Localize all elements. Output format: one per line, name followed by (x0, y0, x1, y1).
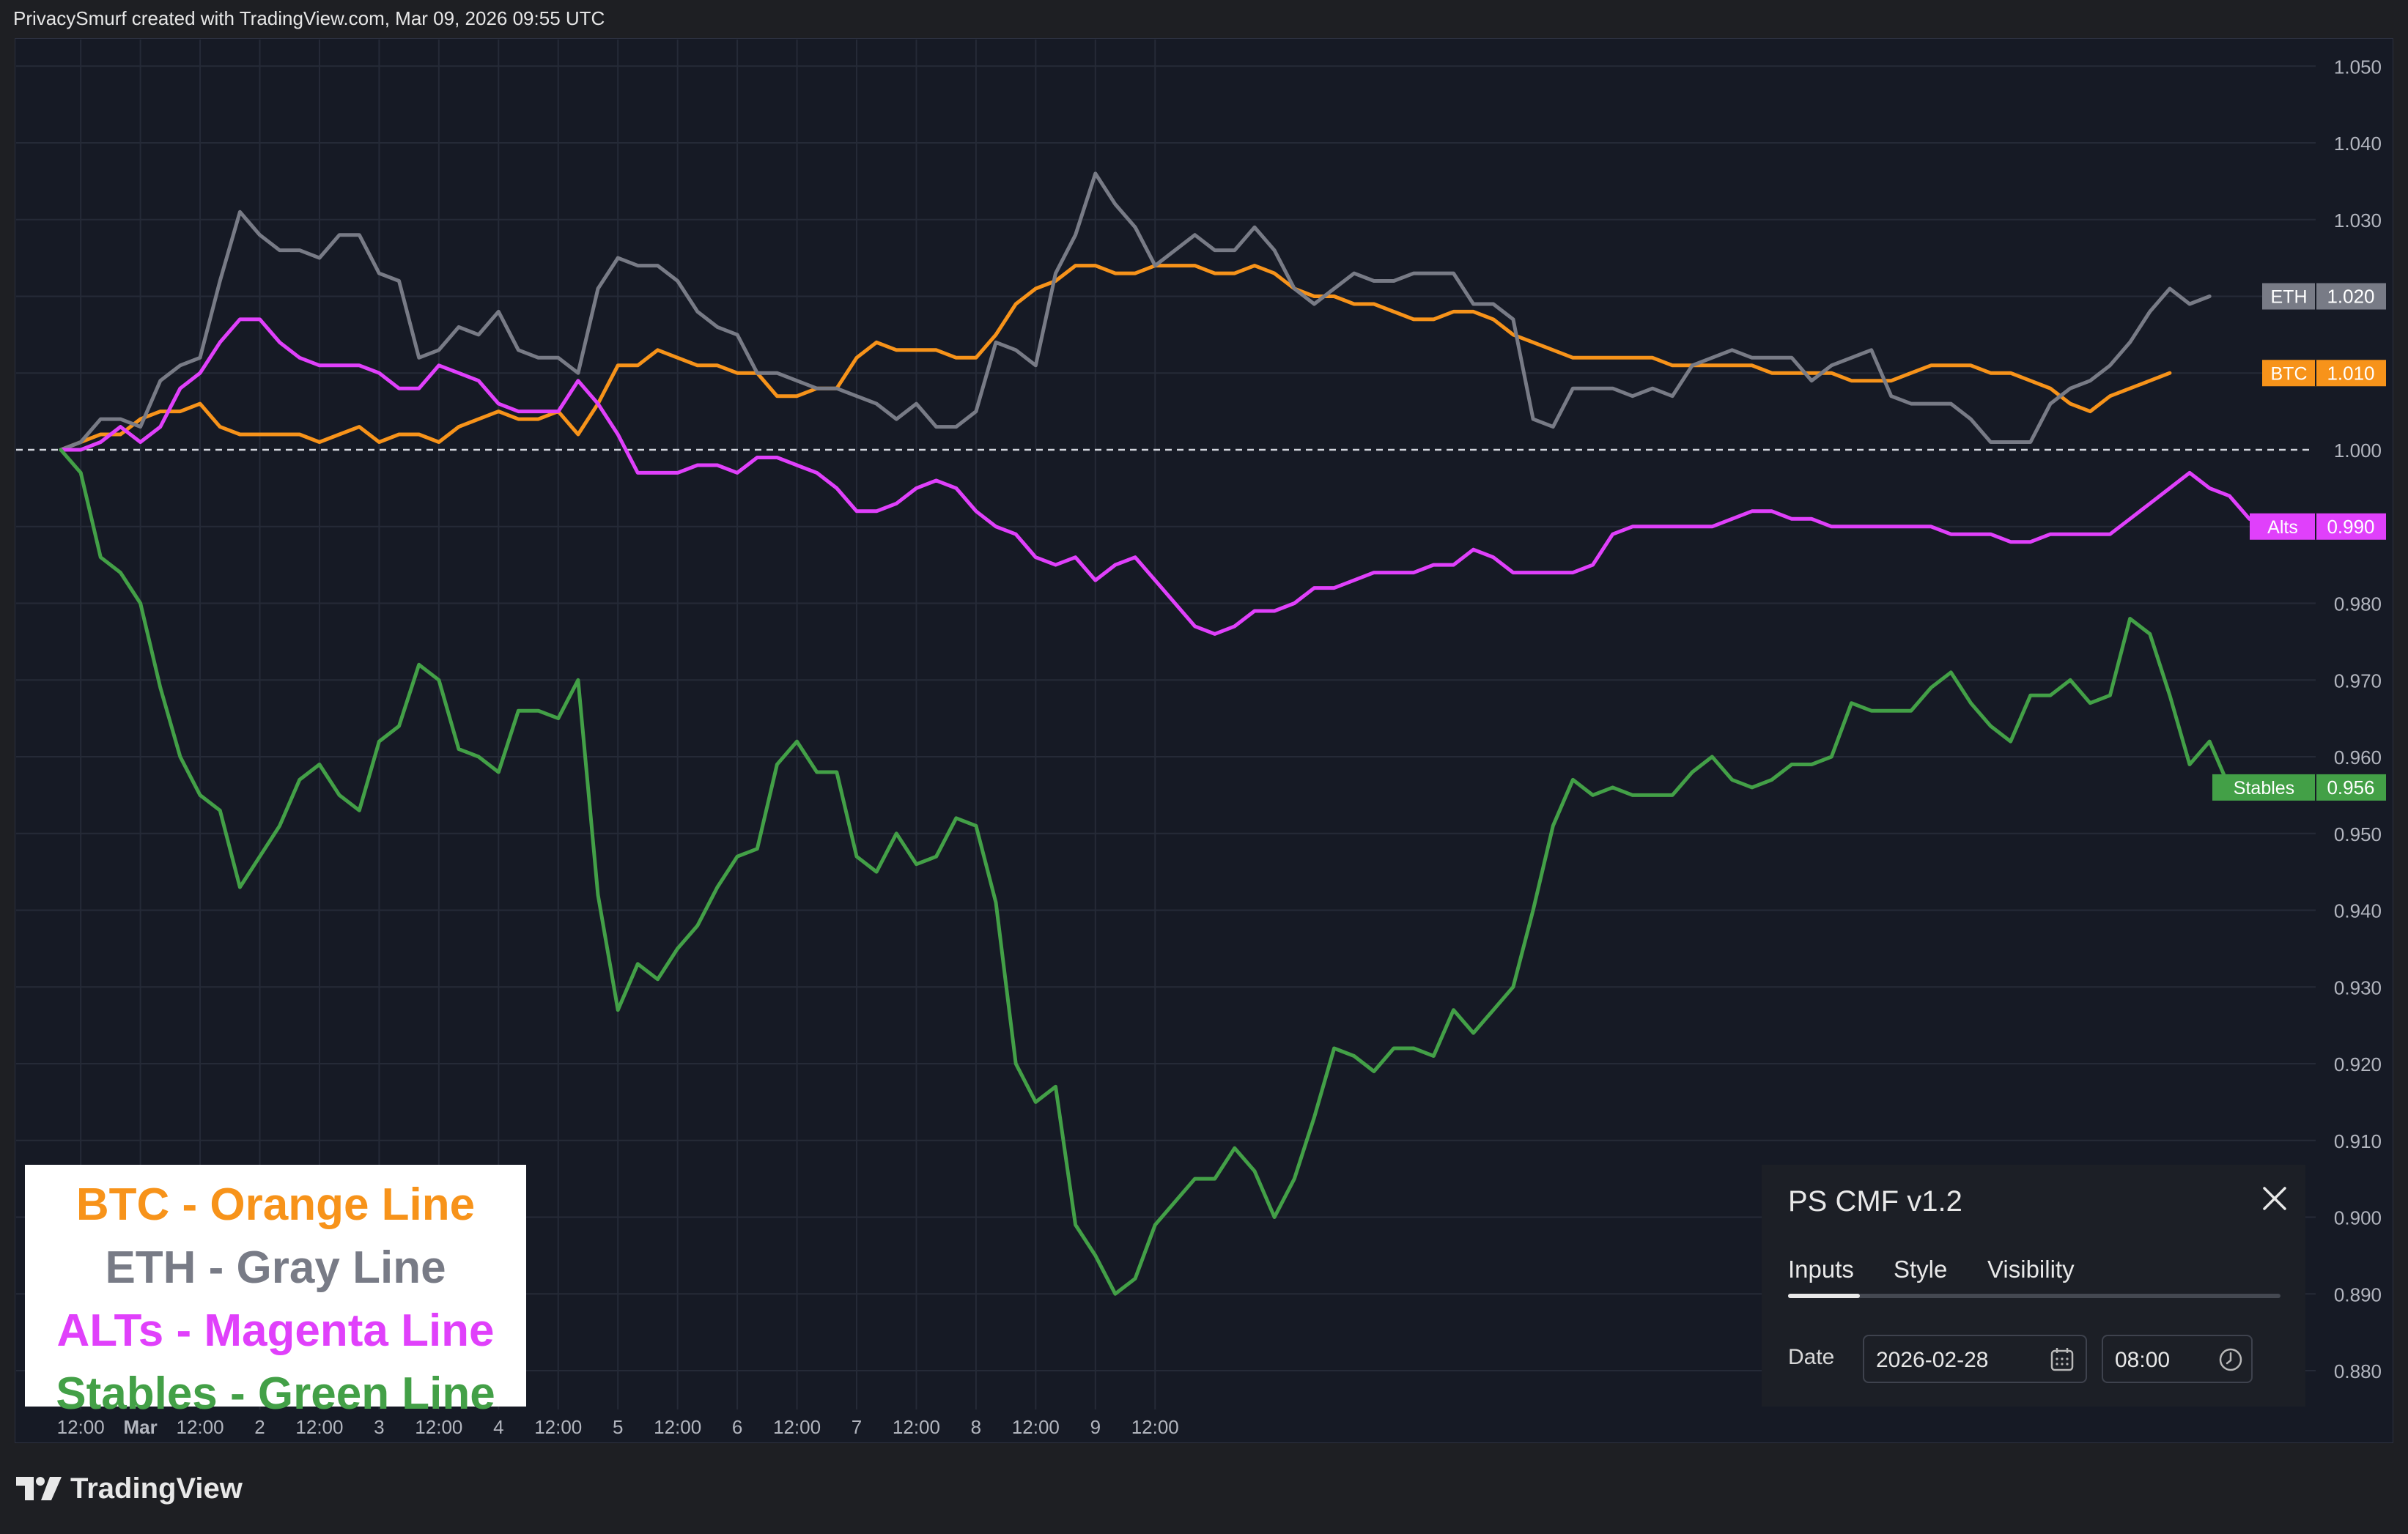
price-label-alts: Alts 0.990 (2250, 513, 2386, 540)
x-tick-label: 12:00 (415, 1416, 462, 1438)
y-tick-label: 1.000 (2334, 440, 2382, 462)
series-value-tag (2316, 360, 2386, 387)
series-name-tag (2212, 774, 2316, 801)
series-value-text: 1.010 (2327, 362, 2374, 384)
x-tick-label: 6 (732, 1416, 742, 1438)
date-label: Date (1788, 1345, 1835, 1369)
x-tick-label: Mar (123, 1416, 157, 1438)
y-tick-label: 0.970 (2334, 670, 2382, 692)
y-tick-label: 0.930 (2334, 977, 2382, 998)
y-tick-label: 0.950 (2334, 823, 2382, 845)
tab-inputs[interactable]: Inputs (1788, 1256, 1854, 1283)
series-line-btc[interactable] (59, 264, 2172, 452)
series-value-text: 1.020 (2327, 286, 2374, 308)
x-tick-label: 7 (852, 1416, 862, 1438)
indicator-settings-panel: PS CMF v1.2 Inputs Style Visibility Date… (1762, 1165, 2305, 1407)
x-tick-label: 12:00 (177, 1416, 224, 1438)
y-tick-label: 0.880 (2334, 1360, 2382, 1382)
date-field[interactable]: 2026-02-28 (1863, 1335, 2087, 1383)
y-tick-label: 0.890 (2334, 1283, 2382, 1305)
series-name-tag (2262, 283, 2316, 310)
calendar-icon[interactable] (2049, 1346, 2075, 1373)
series-line-eth[interactable] (59, 171, 2212, 452)
price-label-stables: Stables 0.956 (2212, 774, 2386, 801)
panel-title: PS CMF v1.2 (1788, 1185, 1962, 1218)
x-tick-label: 12:00 (654, 1416, 701, 1438)
legend-btc: BTC - Orange Line (75, 1179, 476, 1230)
y-tick-label: 0.980 (2334, 593, 2382, 615)
date-field-value: 2026-02-28 (1876, 1348, 1989, 1372)
y-tick-label: 1.040 (2334, 133, 2382, 155)
x-tick-label: 12:00 (1012, 1416, 1060, 1438)
series-name-text: ETH (2271, 287, 2308, 308)
x-tick-label: 3 (374, 1416, 384, 1438)
series-line-alts[interactable] (59, 317, 2272, 636)
series-value-tag (2316, 283, 2386, 310)
time-field[interactable]: 08:00 (2102, 1335, 2253, 1383)
series-name-tag (2262, 360, 2316, 387)
y-tick-label: 0.920 (2334, 1053, 2382, 1075)
x-tick-label: 12:00 (893, 1416, 940, 1438)
y-tick-label: 0.910 (2334, 1130, 2382, 1152)
tradingview-brand-name: TradingView (70, 1472, 243, 1505)
series-name-text: Alts (2267, 517, 2298, 538)
legend-box: BTC - Orange Line ETH - Gray Line ALTs -… (25, 1165, 526, 1419)
tab-indicator-track (1788, 1294, 2280, 1298)
price-label-btc: BTC 1.010 (2262, 360, 2386, 387)
series-value-tag (2316, 513, 2386, 540)
price-label-eth: ETH 1.020 (2262, 283, 2386, 310)
x-tick-label: 12:00 (534, 1416, 582, 1438)
legend-stables: Stables - Green Line (56, 1368, 495, 1419)
legend-alts: ALTs - Magenta Line (56, 1305, 495, 1356)
chart-attribution: PrivacySmurf created with TradingView.co… (13, 7, 605, 29)
x-tick-label: 2 (254, 1416, 265, 1438)
x-tick-label: 12:00 (1131, 1416, 1179, 1438)
y-tick-label: 0.960 (2334, 746, 2382, 768)
series-name-tag (2250, 513, 2316, 540)
series-value-text: 0.956 (2327, 777, 2374, 799)
tab-active-indicator (1788, 1294, 1860, 1298)
series-value-text: 0.990 (2327, 516, 2374, 538)
series-value-tag (2316, 774, 2386, 801)
time-field-value: 08:00 (2115, 1348, 2171, 1372)
y-tick-label: 1.030 (2334, 210, 2382, 231)
tab-style[interactable]: Style (1894, 1256, 1948, 1283)
x-tick-label: 4 (493, 1416, 503, 1438)
x-tick-label: 8 (971, 1416, 981, 1438)
y-tick-label: 0.940 (2334, 900, 2382, 922)
tab-visibility[interactable]: Visibility (1987, 1256, 2075, 1283)
x-tick-label: 12:00 (57, 1416, 105, 1438)
y-tick-label: 1.050 (2334, 56, 2382, 78)
series-name-text: BTC (2271, 363, 2308, 384)
x-tick-label: 12:00 (295, 1416, 343, 1438)
legend-eth: ETH - Gray Line (105, 1242, 446, 1293)
series-name-text: Stables (2234, 778, 2294, 799)
x-tick-label: 12:00 (773, 1416, 821, 1438)
series-line-stables[interactable] (59, 448, 2231, 1296)
clock-icon[interactable] (2217, 1346, 2244, 1373)
close-icon[interactable] (2260, 1184, 2289, 1213)
x-tick-label: 5 (613, 1416, 623, 1438)
x-tick-label: 9 (1090, 1416, 1101, 1438)
tradingview-logo-icon (16, 1477, 62, 1500)
y-tick-label: 0.900 (2334, 1207, 2382, 1229)
